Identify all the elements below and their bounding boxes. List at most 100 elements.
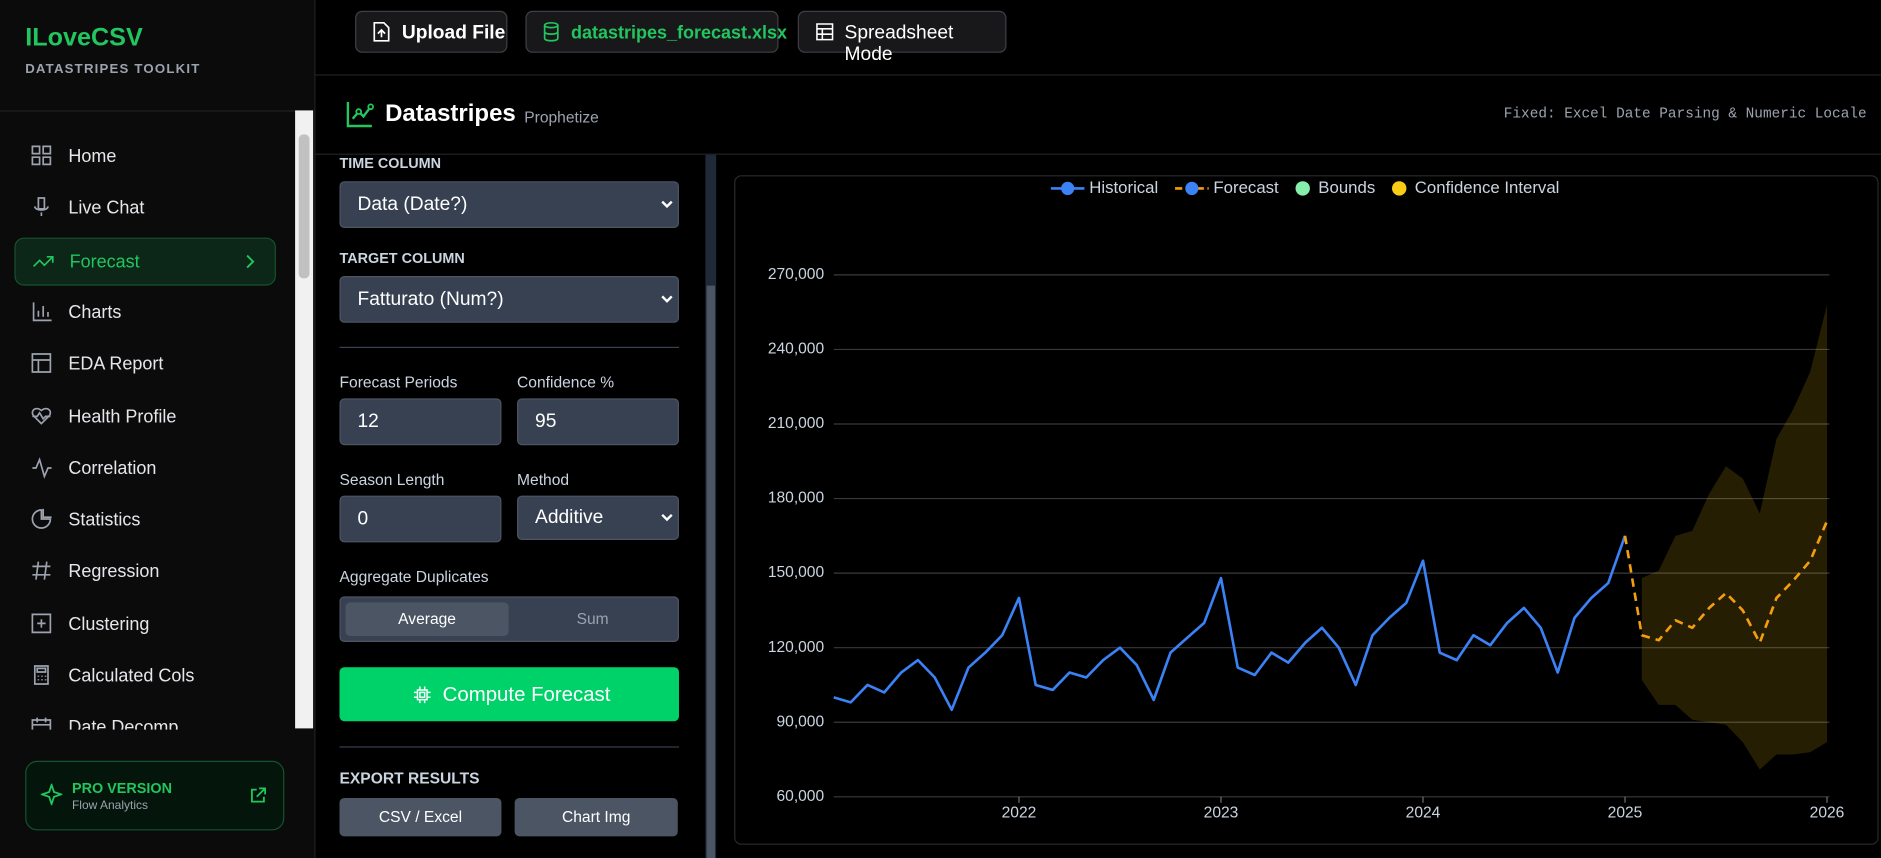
y-tick-label: 120,000 (768, 639, 825, 656)
chevron (661, 513, 673, 522)
chart-icon (346, 102, 374, 128)
fix-note: Fixed: Excel Date Parsing & Numeric Loca… (1503, 105, 1867, 123)
pro-title: PRO VERSION (71, 780, 172, 797)
upload-label: Upload File (401, 22, 506, 44)
nav-item[interactable]: Forecast (14, 237, 276, 286)
nav-item[interactable]: Calculated Cols (14, 653, 273, 699)
tagline: DATASTRIPES TOOLKIT (25, 62, 201, 77)
nav-item[interactable]: Regression (14, 549, 273, 595)
panel-thumb (706, 285, 715, 858)
nav-item[interactable]: Clustering (14, 601, 273, 647)
scrollbar (295, 110, 314, 729)
target-value: Fatturato (Num?) (357, 289, 504, 310)
aggregate-toggle: Average Sum (339, 596, 679, 642)
y-tick-label: 150,000 (768, 564, 825, 581)
confidence-input[interactable]: 95 (517, 398, 679, 446)
page-title: Datastripes (385, 100, 516, 128)
x-tick-label: 2022 (1002, 805, 1037, 822)
season-value: 0 (357, 508, 369, 530)
legend-label: Bounds (1318, 178, 1375, 197)
scroll-thumb (298, 134, 310, 279)
brand: ILoveCSV (25, 24, 143, 52)
nav: Home Live Chat Forecast Charts EDA Report Hea… (0, 110, 296, 730)
nav-label: Calculated Cols (68, 666, 195, 687)
nav-item[interactable]: Date Decomp (14, 705, 273, 730)
sparkle-icon (40, 783, 63, 806)
x-tick-label: 2024 (1406, 805, 1441, 822)
divider (315, 153, 1881, 155)
nav-item[interactable]: Statistics (14, 497, 273, 543)
nav-icon (32, 561, 51, 581)
nav-icon (31, 353, 52, 374)
sum-option[interactable]: Sum (576, 609, 609, 628)
divider (339, 346, 679, 348)
confidence-label: Confidence % (517, 373, 615, 392)
time-label: TIME COLUMN (339, 154, 442, 172)
nav-item[interactable]: EDA Report (14, 341, 273, 387)
export-csv[interactable]: CSV / Excel (339, 798, 502, 837)
confidence-value: 95 (535, 411, 557, 433)
legend-dot (1061, 181, 1075, 196)
nav-label: Clustering (68, 614, 150, 635)
nav-item[interactable]: Live Chat (14, 185, 273, 231)
method-label: Method (517, 470, 570, 489)
compute-label: Compute Forecast (442, 682, 611, 706)
chart-frame (734, 175, 1879, 845)
nav-label: Date Decomp (68, 717, 179, 730)
method-select[interactable]: Additive (517, 495, 679, 540)
confidence-band (1641, 304, 1828, 770)
export-img[interactable]: Chart Img (514, 798, 678, 837)
nav-label: Live Chat (68, 198, 145, 219)
panel-scrollbar (705, 154, 717, 858)
nav-item[interactable]: Correlation (14, 445, 273, 491)
y-tick-label: 90,000 (776, 713, 824, 730)
upload-icon (373, 21, 390, 42)
y-tick-label: 180,000 (768, 490, 825, 507)
y-tick-label: 240,000 (768, 341, 825, 358)
pro-card[interactable]: PRO VERSION Flow Analytics (25, 760, 285, 831)
y-tick-label: 270,000 (768, 266, 825, 283)
page-subtitle: Prophetize (524, 108, 599, 127)
nav-icon (33, 197, 49, 217)
nav-icon (32, 302, 52, 322)
nav-icon (31, 508, 52, 529)
nav-icon (32, 456, 52, 479)
nav-label: EDA Report (68, 354, 164, 375)
y-tick-label: 60,000 (776, 788, 824, 805)
nav-item[interactable]: Charts (14, 289, 273, 335)
compute-button[interactable]: Compute Forecast (339, 667, 679, 722)
nav-label: Regression (68, 562, 160, 583)
divider (339, 746, 679, 748)
periods-input[interactable]: 12 (339, 398, 502, 446)
x-tick-label: 2023 (1204, 805, 1239, 822)
season-input[interactable]: 0 (339, 495, 502, 543)
table-icon (816, 23, 834, 41)
nav-label: Statistics (68, 510, 141, 531)
chevron (246, 254, 255, 268)
db-icon (543, 21, 559, 42)
legend-dot (1392, 181, 1407, 196)
method-value: Additive (535, 507, 604, 528)
nav-icon (31, 717, 52, 730)
export-label: EXPORT RESULTS (339, 769, 480, 788)
nav-label: Health Profile (68, 406, 177, 427)
upload-button[interactable]: Upload File (355, 10, 508, 53)
export-csv-label: CSV / Excel (378, 807, 463, 826)
chart: 60,000 90,000 120,000 150,000 180,000 210,000… (768, 178, 1845, 822)
target-select[interactable]: Fatturato (Num?) (339, 276, 679, 323)
nav-label: Forecast (69, 251, 140, 272)
spreadsheet-button[interactable]: Spreadsheet Mode (797, 10, 1007, 65)
series-line (1623, 520, 1829, 645)
time-select[interactable]: Data (Date?) (339, 181, 679, 229)
pro-subtitle: Flow Analytics (71, 799, 148, 813)
nav-icon (31, 407, 52, 425)
file-button[interactable]: datastripes_forecast.xlsx (525, 10, 787, 53)
legend-label: Confidence Interval (1415, 178, 1560, 197)
nav-item[interactable]: Home (14, 133, 273, 179)
nav-label: Correlation (68, 458, 157, 479)
chevron (661, 295, 673, 303)
nav-item[interactable]: Health Profile (14, 393, 273, 439)
average-option[interactable]: Average (345, 602, 509, 636)
